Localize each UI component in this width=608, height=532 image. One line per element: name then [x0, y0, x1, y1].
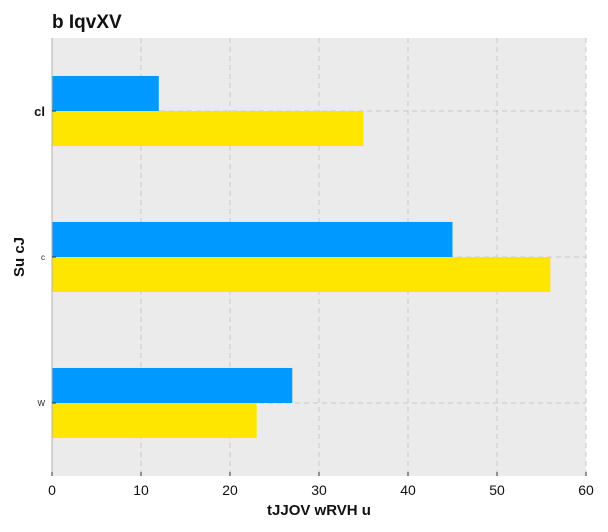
x-tick-label: 20	[222, 482, 238, 498]
x-ticks: 0 10 20 30 40 50 60	[48, 472, 594, 498]
bar	[52, 403, 257, 439]
y-tick-label: W	[37, 399, 45, 408]
chart-title: b IqvXV	[52, 12, 122, 33]
bars	[52, 75, 551, 439]
x-tick-label: 50	[489, 482, 505, 498]
bar	[52, 221, 453, 257]
y-axis-label: Su cJ	[11, 237, 28, 277]
x-tick-label: 30	[311, 482, 327, 498]
bar	[52, 75, 159, 111]
y-tick-label: cl	[34, 104, 45, 119]
x-tick-label: 0	[48, 482, 56, 498]
x-tick-label: 40	[400, 482, 416, 498]
y-tick-label: c	[41, 253, 45, 262]
x-tick-label: 60	[578, 482, 594, 498]
bar	[52, 367, 293, 403]
x-axis-label: tJJOV wRVH u	[267, 502, 371, 519]
y-ticks: cl c W	[34, 104, 56, 408]
x-tick-label: 10	[133, 482, 149, 498]
bar	[52, 257, 551, 293]
bar	[52, 111, 364, 147]
